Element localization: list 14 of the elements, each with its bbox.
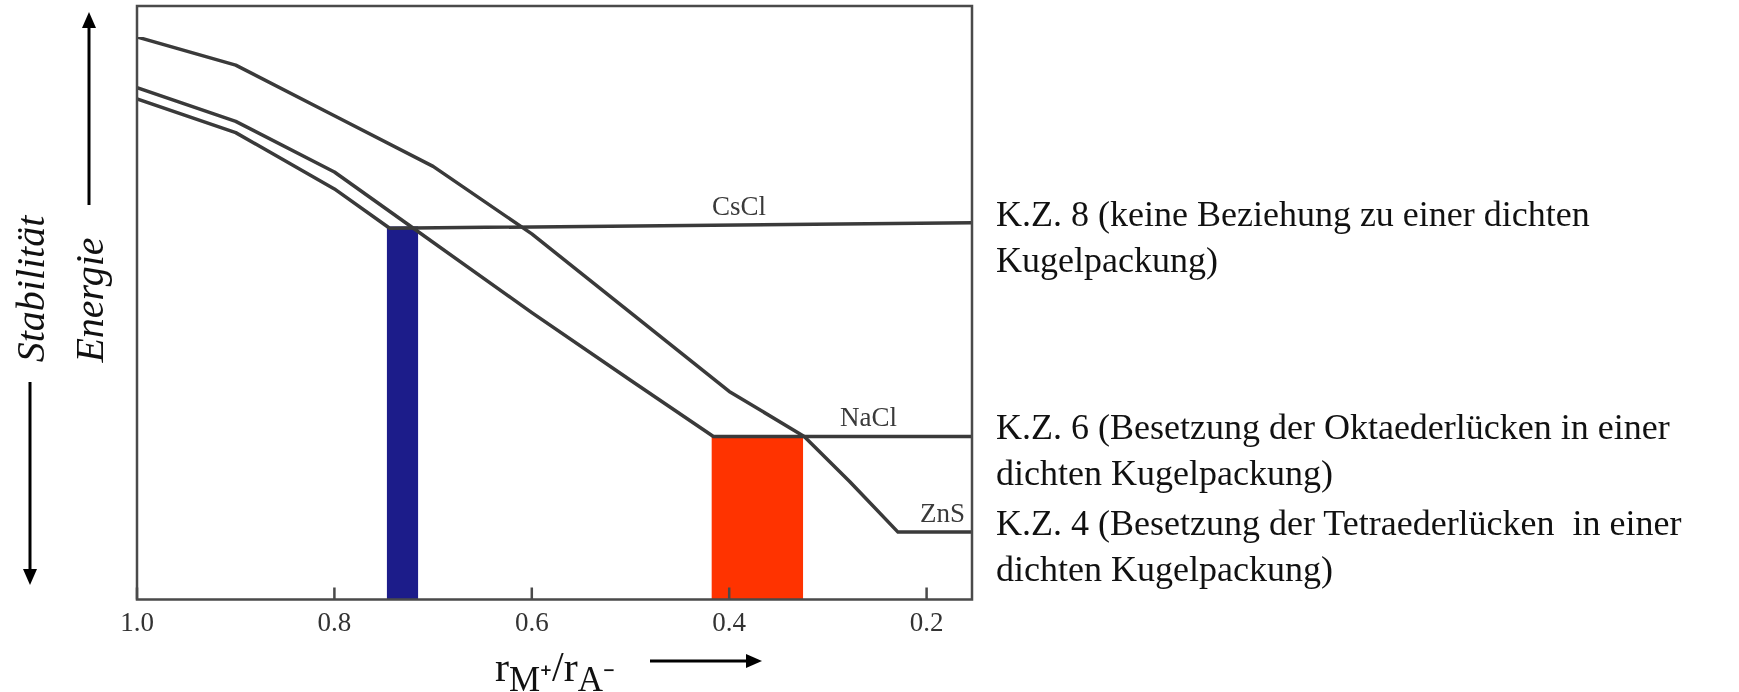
text: K.Z. 8 (keine Beziehung zu einer dichten Kugelpackung) <box>996 192 1591 282</box>
series-label: NaCl <box>840 402 898 433</box>
x-tick-label: 1.0 <box>120 606 154 637</box>
series-label: ZnS <box>919 498 965 529</box>
series-label: CsCl <box>712 190 767 221</box>
y-axis-title: Energie <box>65 237 113 363</box>
x-tick-label: 0.2 <box>909 606 944 637</box>
text: Stabilität <box>6 215 54 363</box>
text: K.Z. 6 (Besetzung der Oktaederlücken in einer dichten Kugelpackung) <box>996 406 1671 496</box>
x-tick-label: 0.8 <box>317 606 352 637</box>
x-tick-label: 0.6 <box>514 606 549 637</box>
x-tick-label: 0.4 <box>712 606 747 637</box>
x-axis-title: r$_{M⁺}$/r$_{A⁻}$ <box>494 643 616 692</box>
text: K.Z. 4 (Besetzung der Tetraederlücken in einer dichten Kugelpackung) <box>996 502 1683 592</box>
